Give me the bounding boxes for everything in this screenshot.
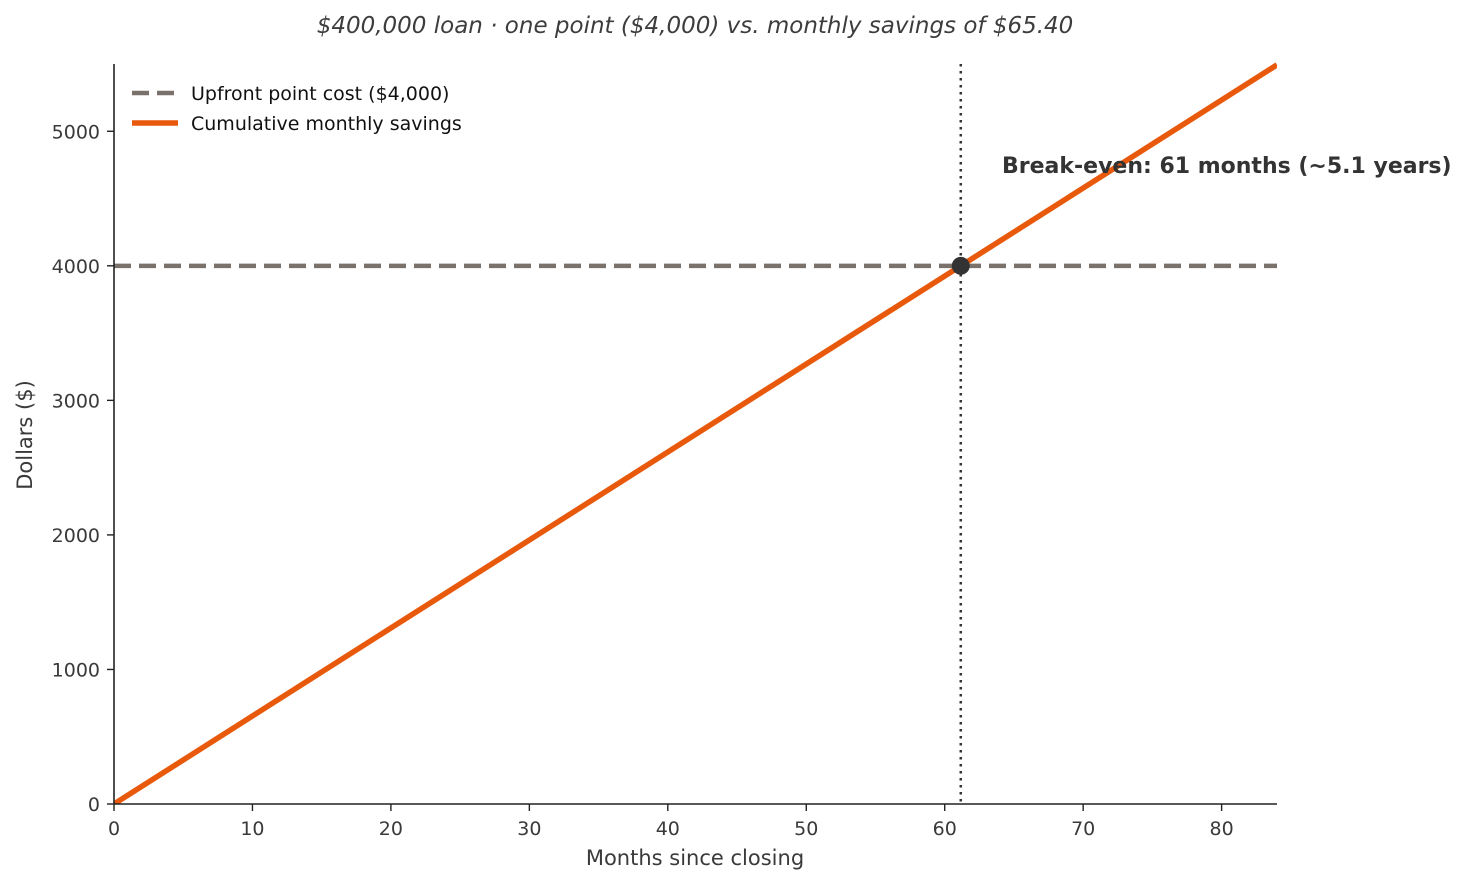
plot-lines bbox=[114, 62, 1277, 804]
y-tick-label: 0 bbox=[88, 794, 100, 816]
x-tick-label: 0 bbox=[108, 818, 120, 840]
y-tick-label: 4000 bbox=[52, 256, 100, 278]
breakeven-point bbox=[951, 256, 970, 275]
x-tick-label: 70 bbox=[1071, 818, 1095, 840]
y-axis-label: Dollars ($) bbox=[13, 380, 37, 490]
x-axis-label: Months since closing bbox=[586, 846, 804, 870]
chart-title: $400,000 loan · one point ($4,000) vs. m… bbox=[317, 13, 1074, 39]
y-tick-label: 1000 bbox=[52, 659, 100, 681]
legend-label-1: Upfront point cost ($4,000) bbox=[191, 83, 449, 105]
breakeven-annotation: Break-even: 61 months (~5.1 years) bbox=[1002, 154, 1452, 179]
y-tick-label: 2000 bbox=[52, 525, 100, 547]
x-tick-label: 40 bbox=[656, 818, 680, 840]
x-tick-label: 80 bbox=[1210, 818, 1234, 840]
x-tick-label: 30 bbox=[517, 818, 541, 840]
y-tick-label: 3000 bbox=[52, 390, 100, 412]
x-tick-label: 20 bbox=[379, 818, 403, 840]
y-tick-label: 5000 bbox=[52, 121, 100, 143]
x-tick-label: 60 bbox=[933, 818, 957, 840]
y-axis-ticks: 0 1000 2000 3000 4000 5000 bbox=[52, 121, 114, 816]
x-tick-label: 10 bbox=[240, 818, 264, 840]
x-axis-ticks: 0 10 20 30 40 50 60 70 80 bbox=[108, 804, 1234, 840]
legend: Upfront point cost ($4,000) Cumulative mo… bbox=[132, 83, 462, 135]
legend-label-2: Cumulative monthly savings bbox=[191, 113, 462, 135]
series-line-2 bbox=[114, 62, 1277, 804]
x-tick-label: 50 bbox=[794, 818, 818, 840]
